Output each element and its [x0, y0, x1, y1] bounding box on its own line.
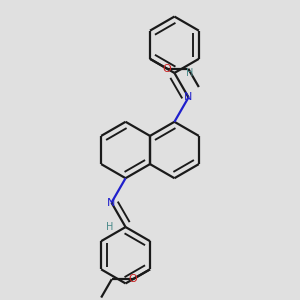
Text: O: O — [163, 64, 172, 74]
Text: H: H — [106, 222, 114, 232]
Text: O: O — [128, 274, 137, 284]
Text: N: N — [107, 198, 116, 208]
Text: H: H — [186, 68, 194, 78]
Text: N: N — [184, 92, 193, 102]
